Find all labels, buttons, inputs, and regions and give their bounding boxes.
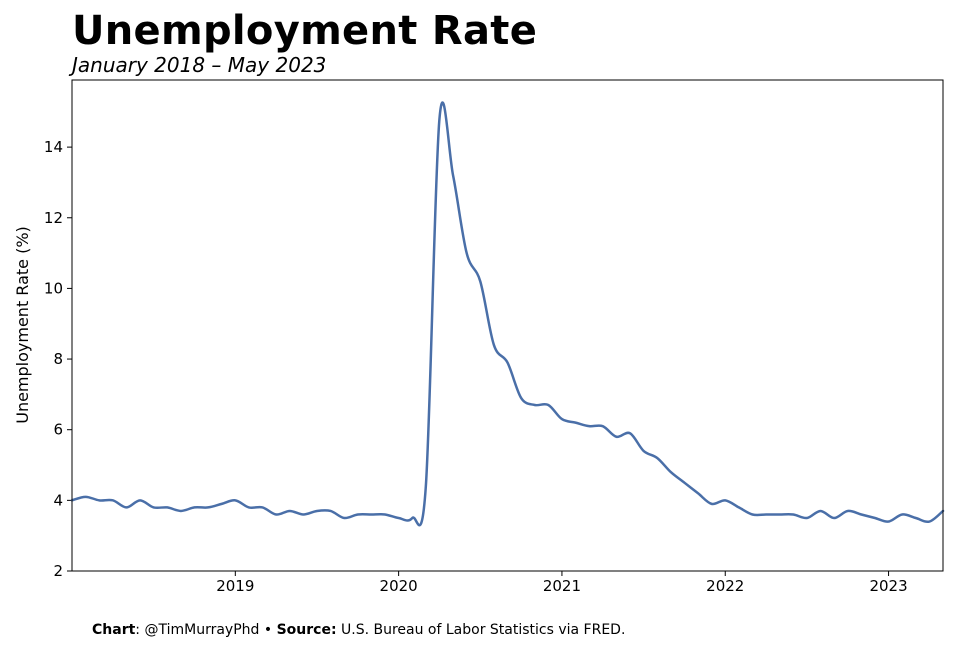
y-tick-label: 6 [53, 421, 63, 439]
x-tick-label: 2019 [216, 577, 254, 595]
x-tick-label: 2020 [380, 577, 418, 595]
chart-subtitle: January 2018 – May 2023 [72, 53, 327, 77]
x-tick-label: 2022 [706, 577, 744, 595]
chart-credit: : @TimMurrayPhd [135, 622, 260, 638]
footer-credits: Chart: @TimMurrayPhd • Source: U.S. Bure… [92, 620, 625, 640]
unemployment-rate-line [70, 101, 945, 527]
plot-frame [71, 79, 944, 572]
chart-title: Unemployment Rate [72, 8, 538, 54]
chart-credit-label: Chart [92, 622, 136, 638]
x-tick-label: 2023 [869, 577, 907, 595]
separator-dot: • [259, 622, 277, 638]
x-tick-label: 2021 [543, 577, 581, 595]
source-label: Source: [276, 622, 337, 638]
x-axis: 2019 2020 2021 2022 2023 [216, 571, 908, 595]
y-tick-label: 14 [44, 138, 63, 156]
y-tick-label: 10 [44, 279, 63, 297]
y-tick-label: 4 [53, 491, 63, 509]
source-text: U.S. Bureau of Labor Statistics via FRED… [336, 622, 626, 638]
y-tick-label: 2 [53, 562, 63, 580]
y-axis: 2 4 6 8 10 12 14 [44, 138, 72, 580]
y-tick-label: 8 [53, 350, 63, 368]
y-axis-title: Unemployment Rate (%) [13, 226, 32, 424]
y-tick-label: 12 [44, 209, 63, 227]
